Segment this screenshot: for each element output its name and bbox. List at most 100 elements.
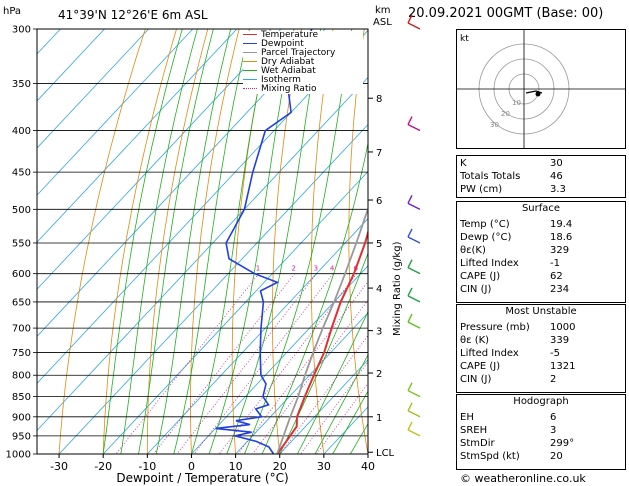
height-unit-km: km bbox=[375, 5, 391, 16]
pressure-tick-label: 300 bbox=[12, 25, 31, 36]
wind-barb-flag bbox=[407, 421, 413, 431]
legend-item: Dry Adiabat bbox=[243, 58, 363, 67]
pressure-tick-label: 1000 bbox=[6, 450, 31, 461]
km-tick-label: 5 bbox=[376, 239, 382, 250]
pressure-tick-label: 750 bbox=[12, 348, 31, 359]
legend-item: Isotherm bbox=[243, 76, 363, 85]
temp-tick-label: 20 bbox=[273, 460, 287, 473]
pressure-tick-label: 850 bbox=[12, 392, 31, 403]
wet-adiabat-line bbox=[297, 310, 368, 454]
surface-value: 234 bbox=[550, 284, 570, 295]
mixing-ratio-line bbox=[252, 299, 368, 454]
hodograph-ring-label: 30 bbox=[490, 121, 499, 129]
wind-barb-staff bbox=[407, 202, 421, 210]
most-unstable-label: CAPE (J) bbox=[460, 361, 501, 372]
hodograph-table-row: StmSpd (kt) 20 bbox=[456, 450, 626, 463]
pressure-tick-label: 800 bbox=[12, 371, 31, 382]
legend-label: Dry Adiabat bbox=[261, 57, 315, 67]
most-unstable-value: -5 bbox=[550, 348, 560, 359]
legend-label: Isotherm bbox=[261, 75, 301, 85]
mixing-ratio-tick-label: 3 bbox=[314, 265, 318, 273]
mixing-ratio-tick-label: 25 bbox=[445, 265, 454, 273]
isotherm-line bbox=[37, 29, 194, 196]
surface-value: 329 bbox=[550, 245, 570, 256]
most-unstable-value: 1000 bbox=[550, 322, 576, 333]
tt-label: Totals Totals bbox=[460, 171, 521, 182]
surface-label: θε(K) bbox=[460, 245, 486, 256]
temp-tick-label: 10 bbox=[229, 460, 243, 473]
surface-label: CAPE (J) bbox=[460, 271, 501, 282]
surface-row: CIN (J) 234 bbox=[456, 283, 626, 296]
wet-adiabat-line bbox=[173, 29, 250, 454]
surface-title: Surface bbox=[521, 203, 561, 214]
most-unstable-value: 2 bbox=[550, 374, 557, 385]
pw-value: 3.3 bbox=[550, 184, 566, 195]
legend-swatch bbox=[243, 70, 257, 71]
pressure-tick-label: 600 bbox=[12, 269, 31, 280]
km-tick-label: 2 bbox=[376, 369, 382, 380]
wind-barb-staff bbox=[407, 295, 421, 303]
legend-swatch bbox=[243, 88, 257, 89]
dry-adiabat-line bbox=[102, 29, 177, 454]
temp-tick-label: -30 bbox=[50, 460, 68, 473]
hodograph-table-value: 3 bbox=[550, 425, 557, 436]
legend-swatch bbox=[243, 43, 257, 44]
km-tick-label: 3 bbox=[376, 327, 382, 338]
index-panel: K 30 Totals Totals 46 PW (cm) 3.3 Surface T… bbox=[456, 155, 626, 470]
isotherm-line bbox=[191, 265, 368, 454]
isotherm-line bbox=[37, 29, 282, 290]
isotherm-line bbox=[279, 359, 368, 454]
wind-barb-flag bbox=[407, 313, 413, 323]
hodograph-table-label: StmSpd (kt) bbox=[460, 451, 520, 462]
legend-swatch bbox=[243, 52, 257, 53]
most-unstable-row: CIN (J) 2 bbox=[456, 373, 626, 386]
legend-swatch bbox=[243, 79, 257, 80]
km-tick-label: 8 bbox=[376, 94, 382, 105]
parcel-trajectory-line bbox=[276, 205, 368, 454]
plot-frame bbox=[36, 28, 369, 455]
surface-value: 18.6 bbox=[550, 232, 573, 243]
legend-item: Mixing Ratio bbox=[243, 85, 363, 94]
most-unstable-label: θε (K) bbox=[460, 335, 490, 346]
hodograph-table-row: StmDir 299° bbox=[456, 437, 626, 450]
legend-item: Parcel Trajectory bbox=[243, 49, 363, 58]
legend-label: Parcel Trajectory bbox=[261, 48, 336, 58]
most-unstable-row: θε (K) 339 bbox=[456, 334, 626, 347]
surface-row: CAPE (J) 62 bbox=[456, 270, 626, 283]
most-unstable-row: CAPE (J) 1321 bbox=[456, 360, 626, 373]
x-axis-label: Dewpoint / Temperature (°C) bbox=[116, 471, 289, 485]
wind-barb-flag bbox=[407, 195, 413, 204]
pressure-tick-label: 500 bbox=[12, 205, 31, 216]
surface-label: CIN (J) bbox=[460, 284, 492, 295]
wind-barb-staff bbox=[407, 429, 421, 437]
hodograph-table-label: StmDir bbox=[460, 438, 495, 449]
wet-adiabat-line bbox=[120, 29, 198, 454]
surface-row: Temp (°C) 19.4 bbox=[456, 218, 626, 231]
temperature-line bbox=[276, 229, 368, 454]
wind-barb-staff bbox=[407, 123, 421, 132]
k-label: K bbox=[460, 158, 467, 169]
datetime: 20.09.2021 00GMT (Base: 00) bbox=[408, 6, 604, 21]
mixing-ratio-line bbox=[237, 281, 368, 454]
most-unstable-row: Lifted Index -5 bbox=[456, 347, 626, 360]
mixing-ratio-tick-label: 2 bbox=[292, 265, 296, 273]
pressure-tick-label: 450 bbox=[12, 168, 31, 179]
tt-value: 46 bbox=[550, 171, 563, 182]
mixing-ratio-tick-label: 4 bbox=[330, 265, 335, 273]
pressure-tick-label: 900 bbox=[12, 412, 31, 423]
legend-label: Wet Adiabat bbox=[261, 66, 316, 76]
hodograph-table-title: Hodograph bbox=[513, 396, 569, 407]
most-unstable-value: 339 bbox=[550, 335, 570, 346]
wind-barb-staff bbox=[407, 321, 421, 329]
credit: © weatheronline.co.uk bbox=[460, 472, 586, 485]
isotherm-line bbox=[147, 218, 368, 454]
hodograph-table-label: SREH bbox=[460, 425, 488, 436]
surface-value: 62 bbox=[550, 271, 563, 282]
isotherm-line bbox=[37, 29, 238, 243]
hodograph-table-row: SREH 3 bbox=[456, 424, 626, 437]
wind-barb-flag bbox=[407, 14, 413, 24]
hodograph-table-label: EH bbox=[460, 412, 474, 423]
legend-item: Dewpoint bbox=[243, 40, 363, 49]
km-tick-label: 4 bbox=[376, 284, 382, 295]
